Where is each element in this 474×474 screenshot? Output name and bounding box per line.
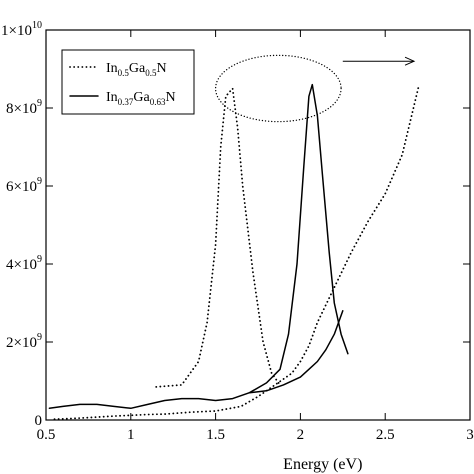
legend-label: In0.37Ga0.63N <box>106 90 176 107</box>
x-tick-label: 1.5 <box>206 427 225 443</box>
series-lines <box>48 83 420 420</box>
legend: In0.5Ga0.5N In0.37Ga0.63N <box>61 49 195 115</box>
series-0-line-0 <box>53 83 420 420</box>
x-tick-label: 3 <box>466 427 474 443</box>
annotations <box>214 54 416 123</box>
arrow-head-icon <box>404 56 416 66</box>
y-tick-label: 0 <box>35 413 43 429</box>
series-0-line-1 <box>155 87 281 388</box>
x-tick-label: 2.5 <box>376 427 395 443</box>
y-tick-label: 4×109 <box>6 254 42 273</box>
y-tick-label: 2×109 <box>6 332 42 351</box>
axis-ticks: 0.5 1 1.5 2 2.5 3 0 2×109 4×109 6×109 8×109 1×1010 <box>1 20 474 443</box>
x-axis-title: Energy (eV) <box>283 456 362 473</box>
legend-box <box>61 49 195 115</box>
x-tick-label: 1 <box>127 427 135 443</box>
highlight-ellipse <box>214 54 342 123</box>
plot-frame <box>45 29 471 421</box>
x-tick-label: 0.5 <box>37 427 56 443</box>
series-1-line-0 <box>48 310 344 410</box>
legend-label: In0.5Ga0.5N <box>106 61 167 78</box>
x-tick-label: 2 <box>297 427 305 443</box>
y-tick-label: 8×109 <box>6 98 42 117</box>
y-tick-label: 6×109 <box>6 176 42 195</box>
y-tick-label: 1×1010 <box>1 20 42 39</box>
series-1-line-1 <box>248 83 349 394</box>
